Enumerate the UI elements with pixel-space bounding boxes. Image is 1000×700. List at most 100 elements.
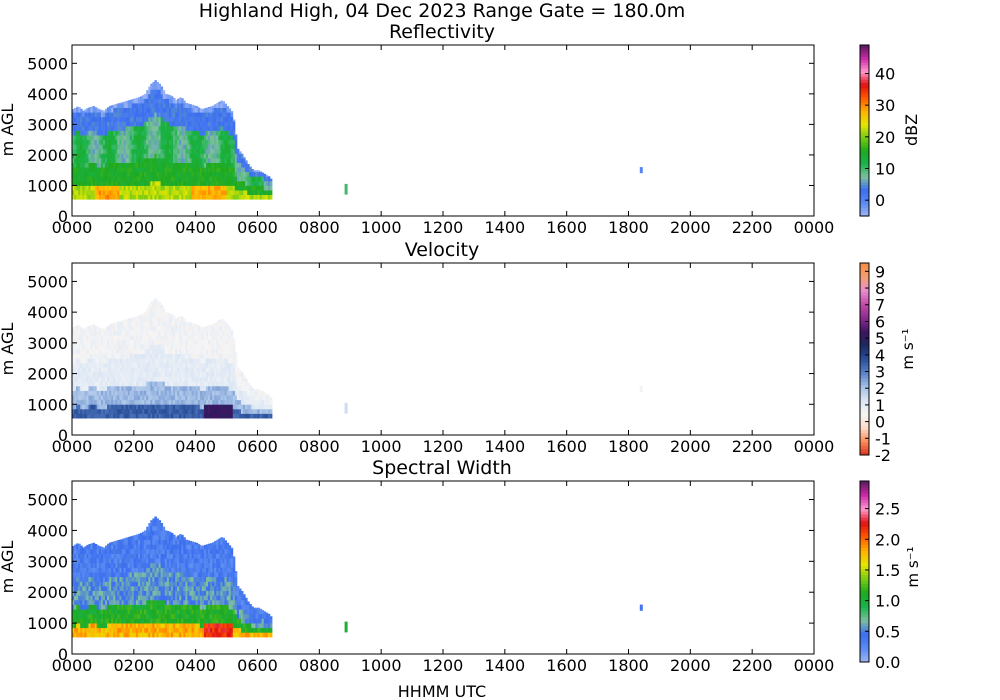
heatmap-cell — [82, 110, 85, 113]
heatmap-cell — [117, 609, 120, 615]
heatmap-cell — [222, 185, 225, 191]
heatmap-cell — [156, 390, 159, 396]
heatmap-cell — [92, 112, 96, 118]
heatmap-cell — [76, 599, 79, 605]
heatmap-cell — [201, 144, 205, 150]
heatmap-cell — [228, 381, 232, 387]
heatmap-cell — [92, 399, 96, 405]
heatmap-cell — [138, 367, 141, 373]
heatmap-cell — [255, 388, 258, 391]
heatmap-cell — [102, 329, 106, 331]
heatmap-cell — [113, 553, 116, 559]
heatmap-cell — [107, 107, 110, 113]
heatmap-cell — [121, 130, 124, 136]
heatmap-cell — [154, 558, 157, 564]
heatmap-cell — [105, 381, 108, 387]
heatmap-cell — [142, 535, 145, 541]
heatmap-cell — [123, 576, 126, 582]
heatmap-cell — [189, 395, 192, 401]
heatmap-cell — [84, 395, 87, 401]
heatmap-cell — [144, 399, 147, 405]
heatmap-cell — [96, 153, 100, 159]
heatmap-cell — [121, 404, 124, 410]
heatmap-cell — [148, 408, 151, 414]
heatmap-cell — [127, 125, 131, 131]
heatmap-cell — [222, 190, 225, 195]
heatmap-cell — [228, 413, 232, 419]
heatmap-cell — [113, 372, 116, 377]
heatmap-cell — [206, 372, 209, 377]
heatmap-cell — [195, 139, 199, 145]
heatmap-cell — [135, 339, 139, 345]
heatmap-cell — [150, 376, 153, 382]
heatmap-cell — [214, 176, 217, 182]
heatmap-cell — [156, 595, 159, 601]
heatmap-cell — [170, 385, 174, 391]
heatmap-cell — [121, 627, 124, 633]
heatmap-cell — [98, 567, 102, 573]
heatmap-cell — [265, 404, 269, 410]
heatmap-cell — [162, 121, 166, 127]
heatmap-cell — [98, 604, 102, 610]
heatmap-cell — [195, 399, 199, 405]
heatmap-cell — [90, 176, 93, 182]
heatmap-cell — [142, 623, 145, 629]
heatmap-cell — [78, 112, 81, 118]
heatmap-cell — [94, 604, 98, 610]
heatmap-cell — [115, 558, 118, 564]
heatmap-cell — [158, 558, 162, 564]
heatmap-cell — [220, 112, 223, 118]
heatmap-cell — [129, 567, 133, 573]
heatmap-cell — [201, 153, 205, 159]
heatmap-cell — [117, 107, 120, 113]
heatmap-cell — [76, 112, 79, 118]
heatmap-cell — [90, 609, 93, 615]
heatmap-cell — [208, 180, 211, 186]
heatmap-cell — [123, 130, 126, 136]
heatmap-cell — [98, 613, 102, 619]
heatmap-cell — [84, 194, 87, 200]
heatmap-cell — [72, 576, 75, 582]
heatmap-cell — [201, 358, 205, 364]
heatmap-cell — [133, 339, 137, 345]
heatmap-cell — [115, 395, 118, 401]
heatmap-cell — [236, 372, 240, 377]
heatmap-cell — [113, 185, 116, 191]
heatmap-cell — [96, 390, 100, 396]
heatmap-cell — [162, 98, 166, 104]
heatmap-cell — [111, 176, 114, 182]
heatmap-cell — [220, 353, 223, 359]
heatmap-cell — [148, 627, 151, 633]
heatmap-cell — [138, 599, 141, 605]
heatmap-cell — [164, 376, 168, 382]
heatmap-cell — [232, 153, 236, 159]
heatmap-cell — [267, 408, 271, 414]
heatmap-cell — [80, 121, 83, 127]
heatmap-cell — [135, 98, 139, 104]
heatmap-cell — [170, 139, 174, 145]
heatmap-cell — [201, 413, 205, 419]
heatmap-cell — [127, 399, 131, 405]
heatmap-cell — [82, 553, 85, 559]
heatmap-cell — [140, 148, 143, 154]
heatmap-cell — [164, 399, 168, 405]
heatmap-cell — [113, 376, 116, 382]
heatmap-cell — [206, 362, 209, 368]
heatmap-cell — [131, 581, 135, 587]
heatmap-cell — [181, 408, 184, 414]
heatmap-cell — [109, 339, 112, 345]
heatmap-cell — [129, 139, 133, 145]
heatmap-cell — [148, 525, 151, 531]
heatmap-cell — [195, 144, 199, 150]
colorbar-cell — [860, 102, 869, 106]
heatmap-cell — [113, 408, 116, 414]
heatmap-cell — [189, 176, 192, 182]
heatmap-cell — [127, 318, 131, 322]
heatmap-cell — [255, 194, 258, 200]
heatmap-cell — [72, 581, 75, 587]
x-tick-label: 0600 — [237, 218, 278, 237]
heatmap-cell — [135, 194, 139, 200]
heatmap-cell — [208, 404, 211, 410]
heatmap-cell — [150, 632, 153, 638]
heatmap-cell — [88, 344, 91, 350]
